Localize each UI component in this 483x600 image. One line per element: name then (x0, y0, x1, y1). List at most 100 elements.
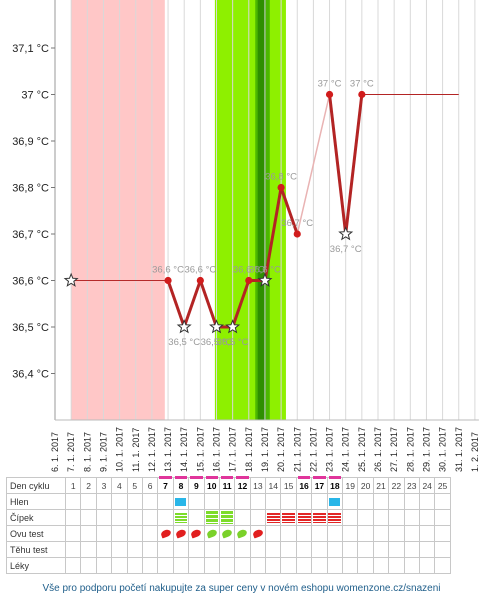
mucus-cell (157, 493, 174, 510)
pregnancy-test-cell (172, 541, 190, 558)
cervix-cell (80, 509, 97, 526)
cervix-cell (64, 509, 82, 526)
pregnancy-test-cell (234, 541, 251, 558)
star-point (257, 272, 273, 287)
temperature-line-segment (231, 280, 251, 328)
x-tick-label: 18. 1. 2017 (244, 427, 254, 472)
medication-cell (126, 557, 143, 574)
star-point (225, 319, 241, 334)
pregnancy-test-cell (218, 541, 236, 558)
medication-cell (311, 557, 328, 574)
cycle-day-cell: 24 (418, 477, 436, 494)
medication-cell (172, 557, 190, 574)
x-tick-label: 16. 1. 2017 (212, 427, 222, 472)
mucus-cell (249, 493, 267, 510)
cervix-marker-red (312, 512, 326, 523)
cervix-cell (357, 509, 374, 526)
medication-cell (234, 557, 251, 574)
x-tick-label: 8. 1. 2017 (82, 432, 92, 472)
ovulation-test-icon (221, 528, 233, 539)
cycle-day-cell: 19 (342, 477, 359, 494)
cycle-day-cell: 25 (434, 477, 451, 494)
y-tick-label: 36,4 °C (12, 369, 49, 381)
mucus-marker (329, 497, 341, 506)
medication-cell (203, 557, 220, 574)
temperature-data-label: 37 °C (350, 79, 374, 90)
row-label: Léky (6, 557, 66, 574)
pregnancy-test-cell (357, 541, 374, 558)
cervix-cell (126, 509, 143, 526)
x-tick-label: 19. 1. 2017 (260, 427, 270, 472)
ovulation-test-cell (172, 525, 190, 542)
ovulation-test-icon (190, 528, 203, 539)
ovulation-test-cell (295, 525, 313, 542)
ovulation-test-cell (157, 525, 174, 542)
mucus-cell (218, 493, 236, 510)
cycle-day-cell: 6 (141, 477, 159, 494)
pregnancy-test-cell (372, 541, 390, 558)
mucus-cell (403, 493, 420, 510)
mucus-cell (342, 493, 359, 510)
pregnancy-test-cell (265, 541, 282, 558)
cervix-cell (188, 509, 205, 526)
cervix-cell (326, 509, 344, 526)
temperature-point (325, 90, 334, 99)
x-tick-label: 6. 1. 2017 (50, 432, 60, 472)
x-tick-label: 17. 1. 2017 (228, 427, 238, 472)
temperature-data-label: 36,6 °C (249, 265, 281, 276)
pregnancy-test-cell (157, 541, 174, 558)
ovulation-test-icon (236, 528, 249, 539)
table-row: Ovu test (6, 525, 451, 542)
medication-cell (80, 557, 97, 574)
temperature-data-label: 36,7 °C (330, 244, 362, 255)
cervix-cell (234, 509, 251, 526)
mucus-cell (280, 493, 297, 510)
x-axis-ticks: 6. 1. 2017 7. 1. 2017 8. 1. 2017 9. 1. 2017… (50, 427, 480, 472)
medication-cell (326, 557, 344, 574)
mucus-cell (295, 493, 313, 510)
ovulation-test-cell (218, 525, 236, 542)
cervix-cell (172, 509, 190, 526)
ovulation-test-cell (95, 525, 113, 542)
pregnancy-test-cell (403, 541, 420, 558)
x-tick-label: 7. 1. 2017 (66, 432, 76, 472)
temperature-chart: 37,1 °C 37 °C 36,9 °C 36,8 °C 36,7 °C 36,6 °C… (12, 0, 480, 472)
medication-cell (418, 557, 436, 574)
footer-promo-link[interactable]: Vše pro podporu početí nakupujte za supe… (42, 583, 441, 594)
pregnancy-test-cell (249, 541, 267, 558)
menstruation-band (71, 0, 165, 420)
ovulation-test-cell (64, 525, 82, 542)
table-row: Den cyklu 1 2 3 4 5 6 7 8 9 10 11 12 13 14 15 16 17 18 19 20… (6, 476, 451, 494)
ovulation-test-cell (403, 525, 420, 542)
cycle-day-cell: 22 (388, 477, 405, 494)
cervix-cell (280, 509, 297, 526)
row-label: Čípek (6, 509, 66, 526)
temperature-line-segment (279, 187, 299, 235)
y-tick-label: 36,7 °C (12, 229, 49, 241)
pregnancy-test-cell (295, 541, 313, 558)
mucus-cell (326, 493, 344, 510)
x-tick-label: 22. 1. 2017 (308, 427, 318, 472)
x-tick-label: 21. 1. 2017 (292, 427, 302, 472)
cervix-cell (403, 509, 420, 526)
temperature-line-segment (328, 94, 348, 235)
temperature-data-label: 36,6 °C (233, 265, 265, 276)
cycle-day-cell: 15 (280, 477, 297, 494)
x-tick-label: 1. 2. 2017 (470, 432, 480, 472)
y-tick-label: 36,6 °C (12, 276, 49, 288)
row-label: Hlen (6, 493, 66, 510)
medication-cell (249, 557, 267, 574)
medication-cell (280, 557, 297, 574)
data-labels: 36,6 °C36,5 °C36,6 °C36,5 °C36,5 °C36,6 … (152, 79, 374, 349)
cervix-cell (342, 509, 359, 526)
x-tick-label: 15. 1. 2017 (195, 427, 205, 472)
cervix-marker-red (282, 512, 296, 523)
ovulation-test-cell (357, 525, 374, 542)
fertile-band (214, 0, 286, 420)
pregnancy-test-cell (326, 541, 344, 558)
cervix-marker-red (328, 512, 342, 523)
mucus-cell (203, 493, 220, 510)
pregnancy-test-cell (80, 541, 97, 558)
cervix-cell (295, 509, 313, 526)
mucus-cell (188, 493, 205, 510)
